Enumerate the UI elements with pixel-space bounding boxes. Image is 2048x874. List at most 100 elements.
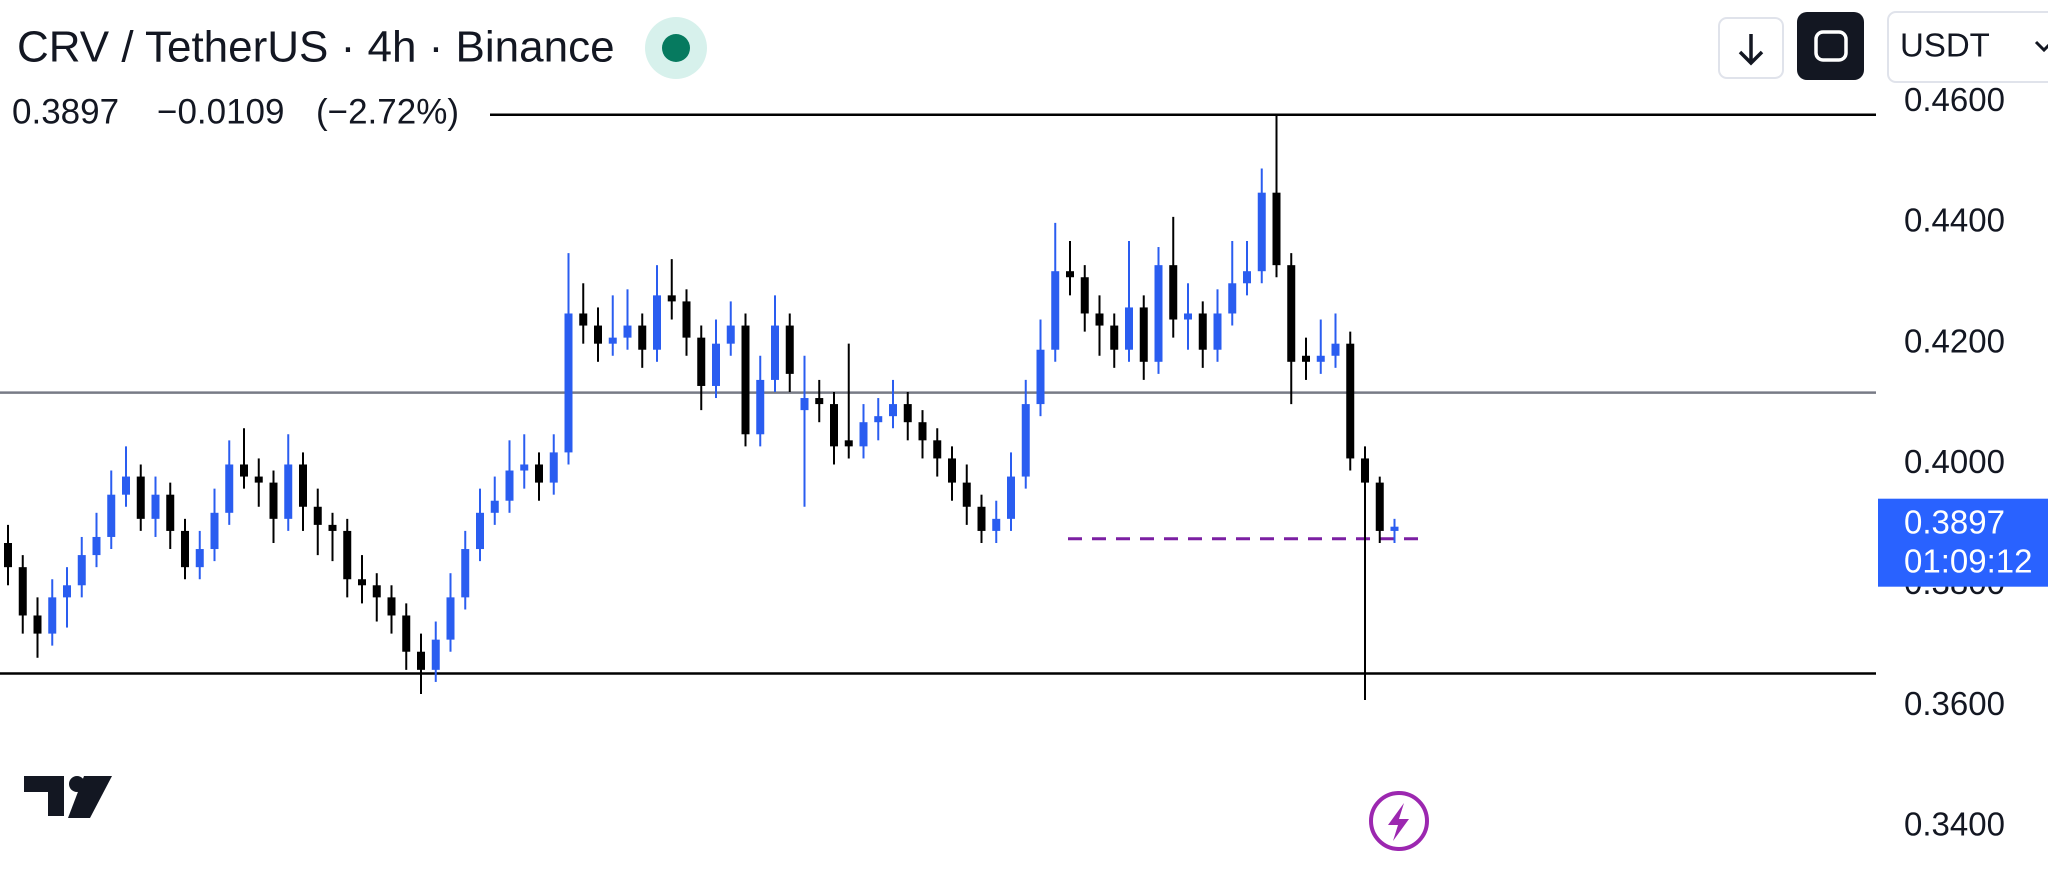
candle-body [638,325,647,350]
candle-body [800,398,809,411]
candle-body [1243,271,1251,284]
candle-body [284,464,293,519]
candle-body [1361,458,1369,483]
candle-body [1051,271,1060,350]
candle-body [210,512,219,550]
candle-body [903,404,912,423]
status-dot [662,34,690,62]
candle-body [269,482,278,519]
candle-body [549,452,558,483]
candle-body [1169,265,1178,320]
dropdown-arrow [2034,40,2048,53]
candle-body [741,325,750,435]
candle-body [33,615,42,634]
quote-price: 0.3897 [12,92,119,131]
candle-body [918,422,927,441]
candle-body [1390,526,1399,531]
candle-body [682,301,691,338]
candle-body [505,470,514,501]
candle-body [107,494,116,537]
quote-change-pct: (−2.72%) [316,92,459,131]
fullscreen-button[interactable] [1797,12,1864,80]
y-tick-label: 0.3600 [1904,685,2005,722]
candle-body [299,464,307,507]
candle-body [1066,271,1074,278]
y-tick-label: 0.4600 [1904,81,2005,118]
candle-body [594,325,602,344]
currency-label: USDT [1900,27,1990,64]
candle-body [712,343,720,386]
candle-body [1007,476,1015,519]
candle-body [1125,307,1133,350]
candle-body [874,416,883,423]
symbol-title: CRV / TetherUS · 4h · Binance [17,23,615,72]
candle-body [387,597,396,616]
candle-body [653,295,661,350]
candle-body [328,524,337,531]
candle-body [859,422,868,447]
candle-body [520,464,529,471]
y-tick-label: 0.4400 [1904,202,2005,239]
candle-body [535,464,543,483]
candle-body [1184,313,1192,320]
candle-body [815,398,824,405]
candle-body [1080,277,1089,314]
candle-body [1036,349,1045,405]
candle-body [151,494,160,519]
candle-body [77,555,86,586]
fullscreen-icon [1814,30,1848,62]
candle-body [830,404,838,447]
candle-body [1316,355,1325,362]
candle-body [697,337,706,386]
y-tick-label: 0.4200 [1904,322,2005,359]
price-tag [1878,498,2048,587]
candle-body [962,482,971,507]
candle-body [771,325,779,380]
candle-body [1198,313,1207,350]
candle-body [844,440,853,447]
candle-body [4,543,12,568]
currency-select[interactable] [1887,11,2048,83]
price-tag-value: 0.3897 [1904,503,2005,540]
candle-body [181,530,189,568]
candle-body [1302,355,1310,362]
candle-body [63,585,71,598]
candle-body [417,651,425,670]
flash-glyph [1388,803,1409,841]
candle-body [1257,192,1266,272]
y-tick-label: 0.3400 [1904,806,2005,843]
tradingview-logo [24,776,112,818]
candle-body [948,458,956,483]
candle-body [343,530,352,580]
candle-body [1287,265,1296,362]
plot-area [0,113,1876,701]
candle-body [476,512,484,550]
candle-body [992,518,1001,531]
candle-body [889,404,897,417]
candle-body [1272,192,1281,266]
candle-body [358,579,366,586]
candle-body [1375,482,1384,531]
candle-body [195,549,204,568]
candle-body [726,325,735,344]
quote-change: −0.0109 [157,92,285,131]
price-axis: 0.34000.36000.38000.40000.42000.44000.46… [1878,81,2048,843]
candle-body [933,440,942,459]
candle-body [240,464,248,477]
candle-body [313,506,322,525]
candle-body [225,464,234,513]
candle-body [1331,343,1340,356]
y-tick-label: 0.4000 [1904,443,2005,480]
price-tag-countdown: 01:09:12 [1904,542,2032,579]
candle-body [1021,404,1030,477]
candle-body [1213,313,1222,350]
candle-body [1346,343,1355,459]
candle-body [1095,313,1104,326]
candle-body [1110,325,1119,350]
candle-body [446,597,455,640]
candle-body [977,506,986,531]
candle-body [254,476,263,483]
candle-body [166,494,175,531]
candle-body [122,476,130,495]
